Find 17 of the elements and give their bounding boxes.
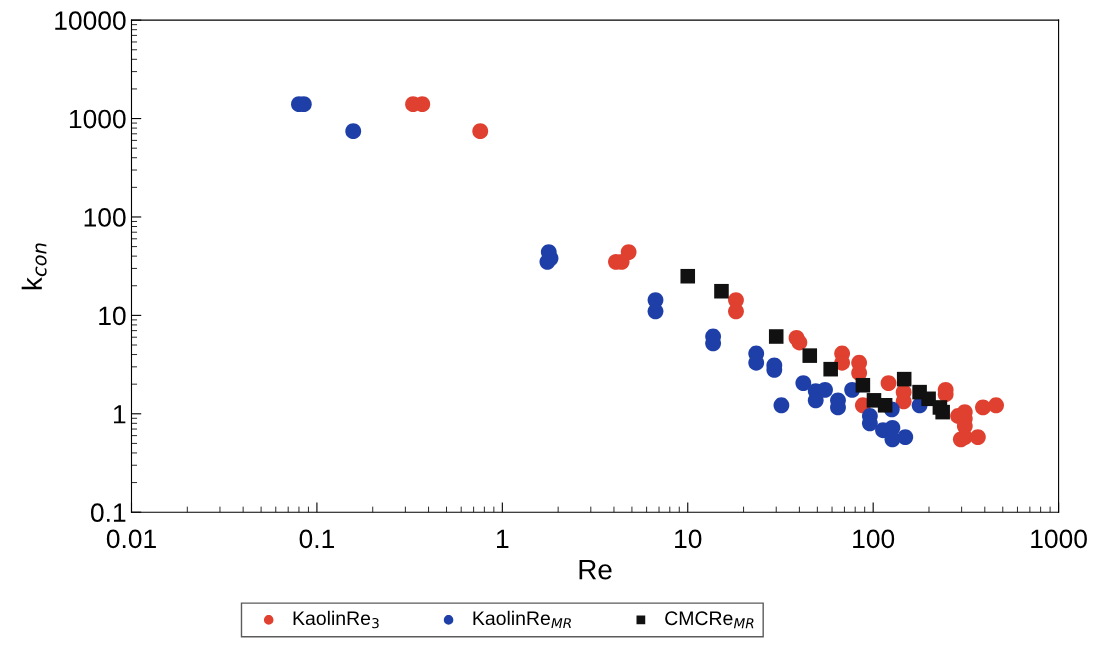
y-tick-label: 1000: [69, 109, 126, 129]
legend-label: CMCRe$_{MR}$: [665, 611, 754, 629]
y-axis-title: k$_{con}$: [21, 243, 47, 290]
x-tick-label: 100: [853, 529, 895, 549]
x-tick-label: 10: [675, 529, 702, 549]
y-tick-label: 10000: [55, 11, 126, 30]
x-axis-title: Re: [579, 560, 612, 580]
y-tick-label: 100: [84, 208, 126, 227]
y-tick-label: 10: [99, 306, 126, 326]
x-tick-label: 1000: [1031, 529, 1087, 549]
x-tick-label: 0.1: [299, 529, 334, 549]
legend-label: KaolinRe$_{MR}$: [473, 610, 571, 629]
y-tick-label: 0.1: [90, 503, 126, 523]
y-tick-label: 1: [113, 405, 126, 424]
x-tick-label: 1: [497, 529, 509, 548]
x-tick-label: 0.01: [106, 529, 156, 549]
legend-label: KaolinRe$_{3}$: [293, 610, 379, 629]
